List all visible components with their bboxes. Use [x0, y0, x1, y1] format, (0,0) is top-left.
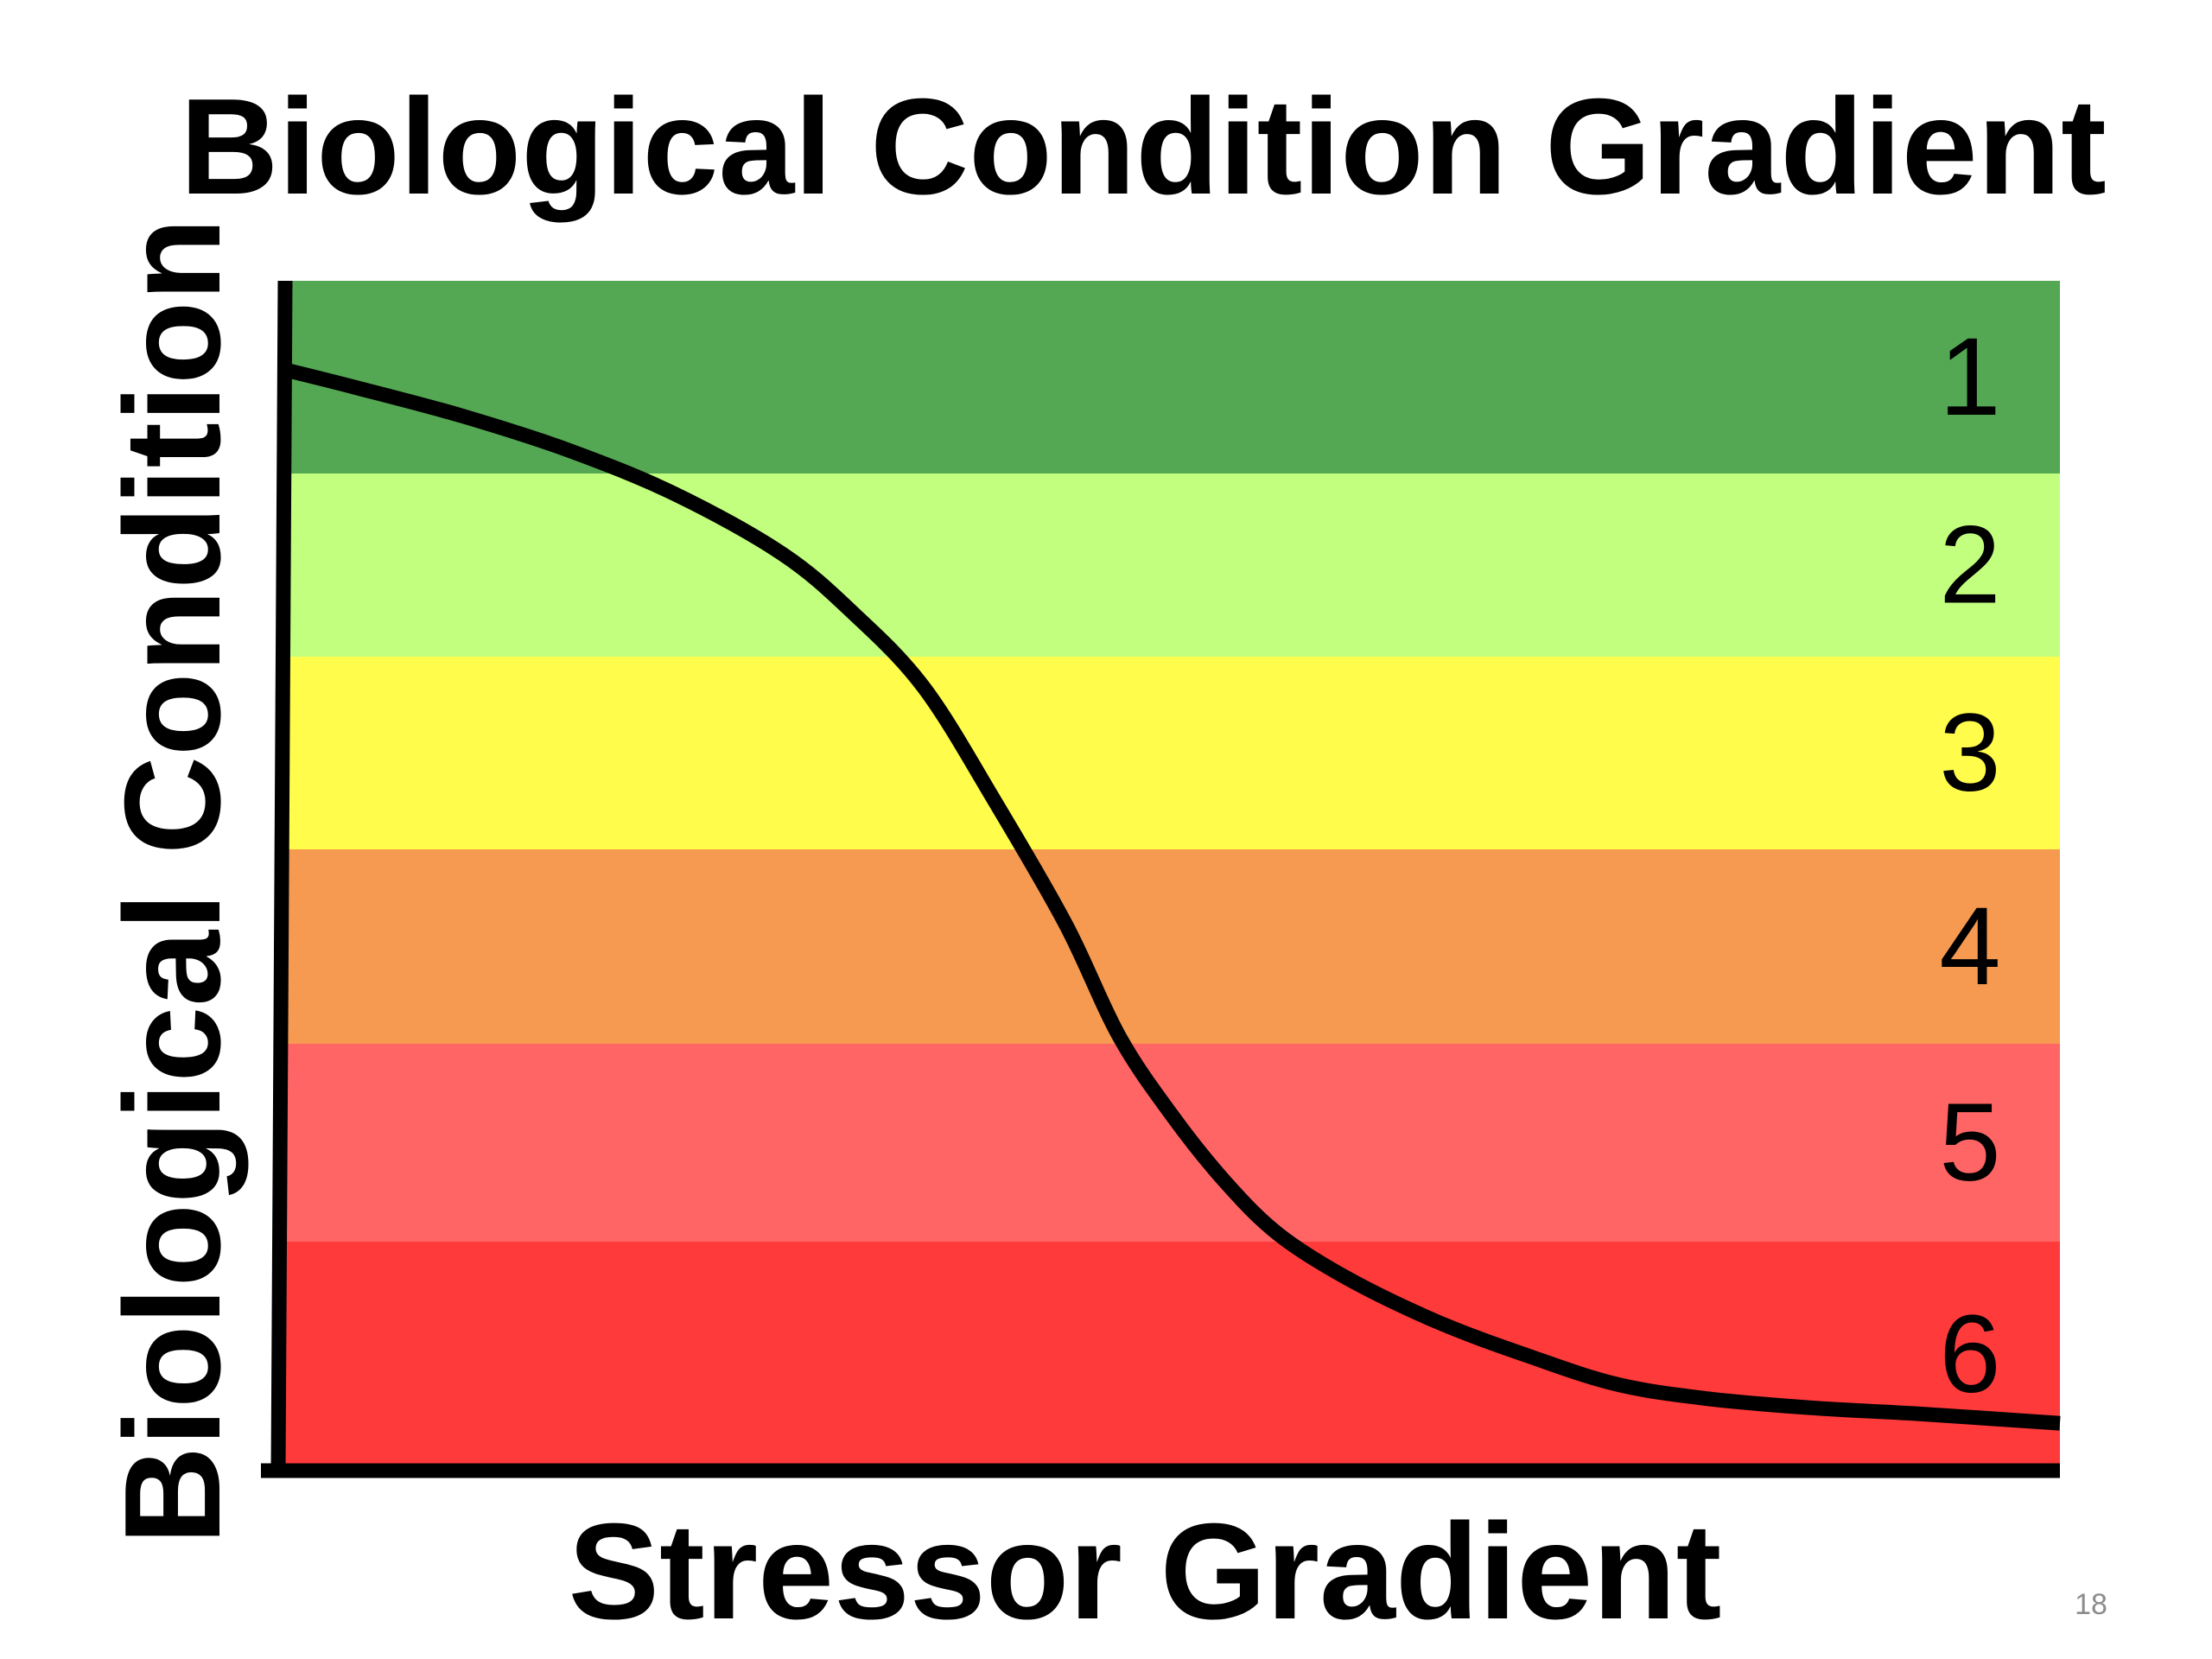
band-4: [285, 849, 2060, 1044]
page-number: 18: [2075, 1588, 2107, 1621]
band-3: [285, 657, 2060, 849]
x-axis-label: Stressor Gradient: [569, 1496, 1722, 1648]
y-axis-line: [270, 280, 293, 1471]
band-5: [285, 1044, 2060, 1242]
condition-bands: [285, 281, 2060, 1467]
band-label-4: 4: [1939, 885, 2000, 1008]
band-label-6: 6: [1939, 1293, 2000, 1416]
band-label-1: 1: [1939, 315, 2000, 439]
response-curve: [283, 362, 2061, 1431]
band-label-5: 5: [1939, 1081, 2000, 1205]
band-label-2: 2: [1939, 504, 2000, 627]
band-label-3: 3: [1939, 691, 2000, 815]
band-2: [285, 474, 2060, 657]
chart-title: Biological Condition Gradient: [180, 71, 2107, 223]
y-axis-label: Biological Condition: [97, 218, 249, 1545]
band-1: [285, 281, 2060, 474]
band-6: [285, 1242, 2060, 1467]
band-labels: 1 2 3 4 5 6: [1939, 315, 2000, 1416]
